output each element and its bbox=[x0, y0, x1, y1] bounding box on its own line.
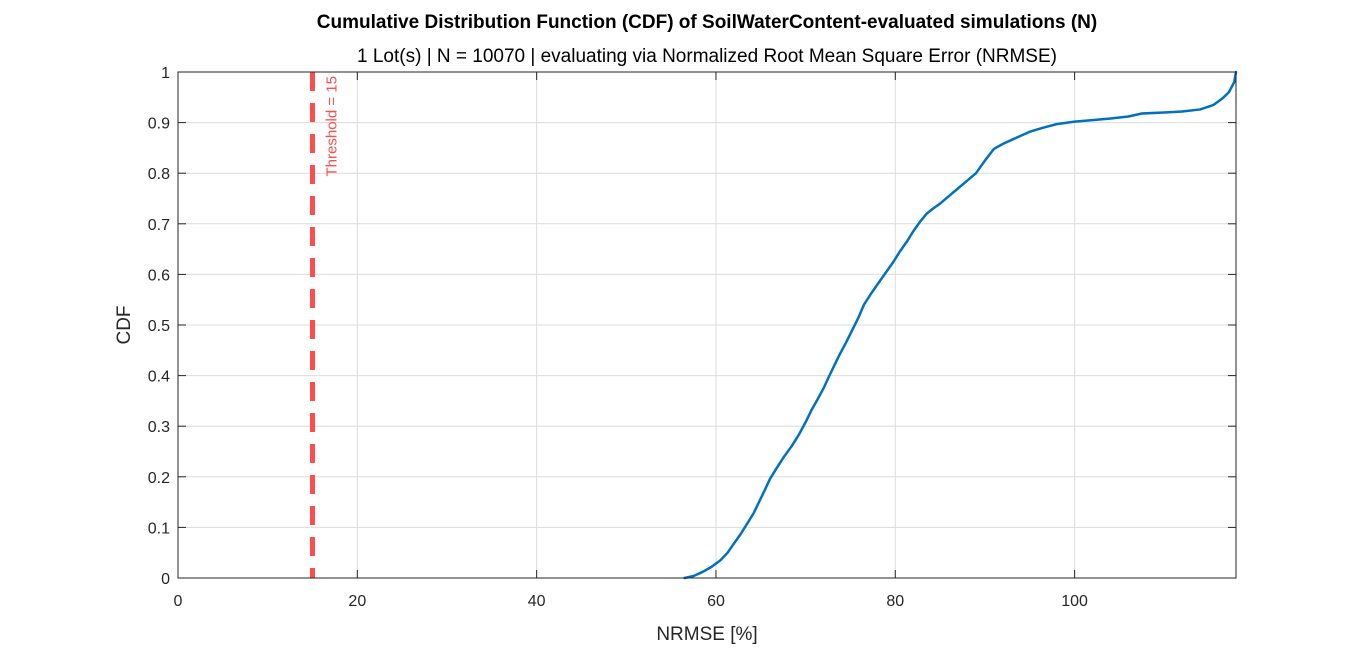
threshold-group: Threshold = 15 bbox=[309, 72, 340, 578]
x-tick-label: 60 bbox=[707, 593, 725, 610]
y-tick-label: 0.7 bbox=[148, 217, 170, 234]
y-tick-label: 0.2 bbox=[148, 470, 170, 487]
y-tick-label: 0.9 bbox=[148, 116, 170, 133]
y-tick-labels: 0 0.1 0.2 0.3 0.4 0.5 0.6 0.7 0.8 0.9 1 bbox=[148, 65, 170, 588]
series-group bbox=[683, 70, 1238, 580]
y-tick-label: 1 bbox=[161, 65, 170, 82]
x-tick-label: 20 bbox=[348, 593, 366, 610]
y-tick-label: 0.3 bbox=[148, 419, 170, 436]
x-tick-labels: 0 20 40 60 80 100 bbox=[174, 593, 1089, 610]
y-tick-label: 0.4 bbox=[148, 369, 170, 386]
x-axis-label: NRMSE [%] bbox=[656, 624, 757, 645]
threshold-label: Threshold = 15 bbox=[323, 76, 340, 176]
y-tick-label: 0 bbox=[161, 571, 170, 588]
y-tick-label: 0.5 bbox=[148, 318, 170, 335]
axes bbox=[177, 71, 1237, 579]
chart-title: Cumulative Distribution Function (CDF) o… bbox=[317, 12, 1097, 33]
x-tick-label: 100 bbox=[1061, 593, 1088, 610]
grid-lines bbox=[178, 72, 1236, 578]
y-tick-label: 0.1 bbox=[148, 520, 170, 537]
y-tick-label: 0.6 bbox=[148, 267, 170, 284]
y-tick-label: 0.8 bbox=[148, 166, 170, 183]
x-tick-label: 80 bbox=[886, 593, 904, 610]
cdf-series-line bbox=[683, 70, 1238, 580]
y-axis-label: CDF bbox=[114, 305, 135, 344]
x-tick-label: 0 bbox=[174, 593, 183, 610]
chart-subtitle: 1 Lot(s) | N = 10070 | evaluating via No… bbox=[357, 46, 1057, 67]
x-tick-label: 40 bbox=[528, 593, 546, 610]
